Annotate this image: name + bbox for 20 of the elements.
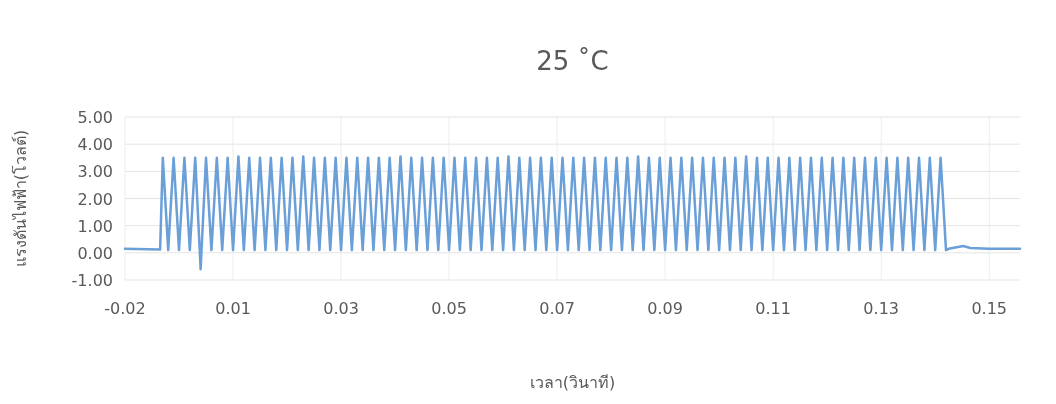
x-tick-label: 0.03 xyxy=(323,299,359,318)
x-tick-label: 0.11 xyxy=(755,299,791,318)
line-series xyxy=(123,155,1022,271)
x-axis-title: เวลา(วินาที) xyxy=(529,373,616,392)
x-tick-label: 0.15 xyxy=(971,299,1008,318)
x-tick-label: 0.09 xyxy=(647,299,683,318)
y-tick-label: 1.00 xyxy=(77,216,113,236)
y-axis-title: แรงดันไฟฟ้า(โวลต์) xyxy=(11,129,30,268)
y-tick-label: -1.00 xyxy=(71,271,113,290)
y-tick-label: 4.00 xyxy=(77,135,113,155)
y-tick-label: 0.00 xyxy=(77,243,113,263)
x-tick-label: 0.01 xyxy=(215,299,251,318)
x-tick-label: 0.13 xyxy=(863,299,899,318)
x-tick-label: 0.07 xyxy=(539,299,575,318)
y-tick-label: 3.00 xyxy=(77,162,113,182)
x-tick-label: -0.02 xyxy=(104,299,146,318)
x-tick-label: 0.05 xyxy=(431,299,467,318)
chart-title: 25 ˚C xyxy=(536,46,609,76)
y-tick-label: 2.00 xyxy=(77,189,113,209)
y-tick-label: 5.00 xyxy=(77,108,113,127)
